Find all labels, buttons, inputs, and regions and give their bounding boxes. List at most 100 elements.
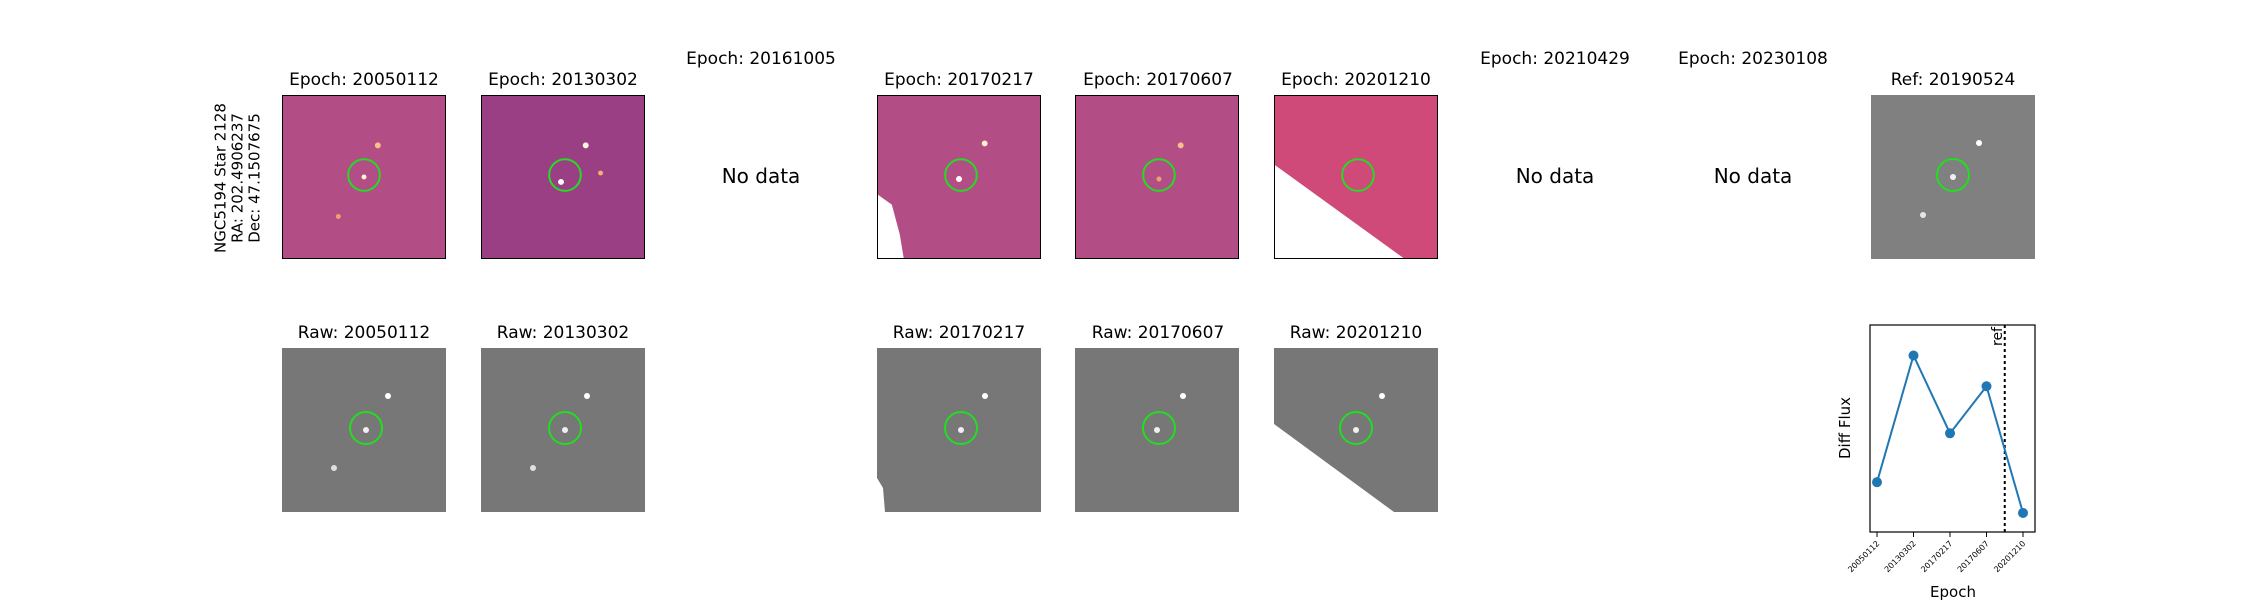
source-blob bbox=[363, 427, 369, 433]
x-tick-label: 20170217 bbox=[1919, 539, 1954, 574]
source-blob bbox=[1379, 393, 1385, 399]
epoch-title: Epoch: 20170217 bbox=[884, 70, 1034, 90]
star-field bbox=[331, 393, 391, 471]
ref-title: Ref: 20190524 bbox=[1890, 70, 2016, 90]
epoch-title: Epoch: 20201210 bbox=[1281, 70, 1431, 90]
masked-region bbox=[877, 478, 885, 512]
target-marker-circle bbox=[1142, 158, 1176, 192]
no-data-message: No data bbox=[1713, 164, 1793, 188]
source-blob bbox=[582, 142, 589, 149]
target-marker-circle bbox=[1339, 411, 1373, 445]
data-points bbox=[1872, 350, 2028, 518]
raw-image-20170607 bbox=[1075, 348, 1239, 512]
raw-title: Raw: 20170607 bbox=[1091, 323, 1225, 343]
masked-region bbox=[878, 194, 904, 258]
source-blob bbox=[1950, 174, 1956, 180]
data-point bbox=[1872, 477, 1882, 488]
diff-noise bbox=[548, 142, 604, 192]
target-marker-circle bbox=[349, 411, 383, 445]
x-tick-label: 20050112 bbox=[1846, 539, 1881, 574]
target-marker-circle bbox=[548, 411, 582, 445]
star-field bbox=[1920, 140, 1982, 218]
source-blob bbox=[584, 393, 590, 399]
masked-region bbox=[1275, 165, 1404, 258]
epoch-title: Epoch: 20210429 bbox=[1480, 49, 1630, 69]
star-field bbox=[877, 393, 988, 512]
diff-image-20130302 bbox=[481, 95, 645, 259]
target-marker-circle bbox=[944, 411, 978, 445]
masked-region bbox=[1274, 424, 1394, 512]
raw-title: Raw: 20050112 bbox=[297, 323, 431, 343]
epoch-title: Epoch: 20230108 bbox=[1678, 49, 1828, 69]
source-blob bbox=[981, 140, 988, 147]
diff-noise bbox=[335, 142, 381, 219]
x-tick-label: 20170607 bbox=[1956, 539, 1991, 574]
raw-title: Raw: 20201210 bbox=[1289, 323, 1423, 343]
source-blob bbox=[982, 393, 988, 399]
no-data-message: No data bbox=[1515, 164, 1595, 188]
source-blob bbox=[1154, 427, 1160, 433]
reference-line-label: ref bbox=[1990, 326, 2006, 346]
data-point bbox=[1981, 381, 1992, 392]
epoch-title: Epoch: 20161005 bbox=[686, 49, 836, 69]
source-blob bbox=[385, 393, 391, 399]
diff-image-20170217 bbox=[877, 95, 1041, 259]
target-dec: Dec: 47.1507675 bbox=[245, 113, 264, 243]
raw-image-20201210 bbox=[1274, 348, 1438, 512]
raw-title: Raw: 20130302 bbox=[496, 323, 630, 343]
source-blob bbox=[958, 427, 964, 433]
epoch-title: Epoch: 20170607 bbox=[1083, 70, 1233, 90]
source-blob bbox=[530, 465, 536, 471]
target-info-label: NGC5194 Star 2128 RA: 202.4906237 Dec: 4… bbox=[211, 103, 264, 253]
data-point bbox=[2018, 507, 2028, 518]
x-tick-label: 20130302 bbox=[1883, 539, 1918, 574]
x-ticks: 20050112 20130302 20170217 20170607 20201210 bbox=[1846, 532, 2027, 574]
diff-image-20201210 bbox=[1274, 95, 1438, 259]
star-field bbox=[530, 393, 590, 471]
target-marker-circle bbox=[944, 158, 978, 192]
reference-image bbox=[1871, 95, 2035, 259]
source-blob bbox=[335, 214, 341, 219]
no-data-message: No data bbox=[721, 164, 801, 188]
plot-frame bbox=[1869, 324, 2036, 533]
source-blob bbox=[1180, 393, 1186, 399]
diff-image-20170607 bbox=[1075, 95, 1239, 259]
x-tick-label: 20201210 bbox=[1992, 539, 2027, 574]
source-blob bbox=[374, 142, 381, 149]
target-marker-circle bbox=[347, 158, 381, 192]
data-point bbox=[1908, 350, 1919, 361]
epoch-title: Epoch: 20050112 bbox=[289, 70, 439, 90]
source-blob bbox=[1353, 427, 1359, 433]
source-blob bbox=[1177, 142, 1184, 149]
target-marker-circle bbox=[548, 158, 582, 192]
source-blob bbox=[558, 178, 564, 185]
target-name: NGC5194 Star 2128 bbox=[211, 103, 230, 253]
source-blob bbox=[562, 427, 568, 433]
x-axis-label: Epoch bbox=[1930, 583, 1976, 600]
diff-noise bbox=[1142, 142, 1184, 192]
source-blob bbox=[598, 170, 604, 176]
source-blob bbox=[1156, 176, 1162, 182]
raw-image-20170217 bbox=[877, 348, 1041, 512]
raw-title: Raw: 20170217 bbox=[892, 323, 1026, 343]
diff-image-20050112 bbox=[282, 95, 446, 259]
y-axis-label: Diff Flux bbox=[1836, 397, 1854, 459]
star-field bbox=[1142, 393, 1186, 445]
light-curve-chart: ref 20050112 20130302 20170217 20170607 2020… bbox=[1836, 324, 2036, 600]
raw-image-20130302 bbox=[481, 348, 645, 512]
target-marker-circle bbox=[1142, 411, 1176, 445]
source-blob bbox=[1920, 212, 1926, 218]
target-marker-circle bbox=[1341, 158, 1375, 192]
diff-noise bbox=[1275, 158, 1404, 258]
star-field bbox=[1274, 393, 1394, 512]
epoch-title: Epoch: 20130302 bbox=[488, 70, 638, 90]
source-blob bbox=[956, 176, 962, 182]
raw-image-20050112 bbox=[282, 348, 446, 512]
source-blob bbox=[331, 465, 337, 471]
source-blob bbox=[361, 174, 367, 180]
target-ra: RA: 202.4906237 bbox=[228, 113, 247, 243]
target-marker-circle bbox=[1936, 158, 1970, 192]
source-blob bbox=[1976, 140, 1982, 146]
diff-noise bbox=[878, 140, 988, 258]
data-point bbox=[1945, 428, 1955, 439]
